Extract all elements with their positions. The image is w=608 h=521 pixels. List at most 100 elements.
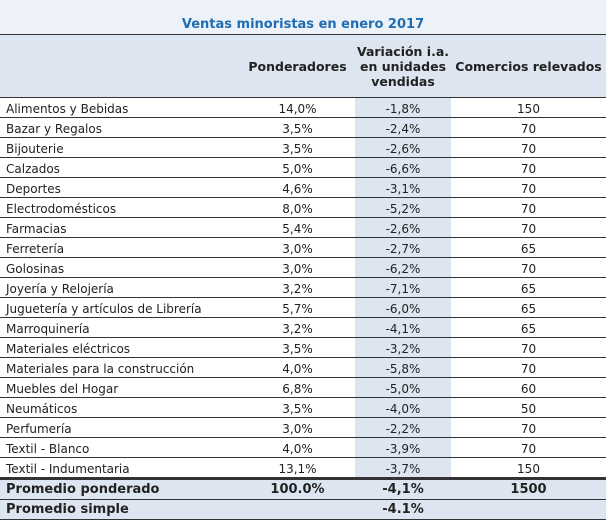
weight-cell: 4,6% bbox=[282, 182, 313, 196]
stores-cell: 60 bbox=[520, 382, 537, 396]
simple-average-weight bbox=[240, 500, 355, 519]
variation-cell: -4,0% bbox=[355, 398, 451, 417]
table-row: Alimentos y Bebidas 14,0% -1,8% 150 bbox=[0, 98, 606, 118]
weight-cell: 4,0% bbox=[282, 362, 313, 376]
weight-cell: 3,2% bbox=[282, 282, 313, 296]
table-row: Farmacias 5,4% -2,6% 70 bbox=[0, 218, 606, 238]
weight-cell: 3,2% bbox=[282, 322, 313, 336]
stores-cell: 150 bbox=[517, 102, 540, 116]
category-cell: Joyería y Relojería bbox=[6, 282, 114, 296]
category-cell: Textil - Blanco bbox=[6, 442, 90, 456]
variation-cell: -3,1% bbox=[355, 178, 451, 197]
header-row: Ponderadores Variación i.a. en unidades … bbox=[0, 34, 606, 98]
stores-cell: 150 bbox=[517, 462, 540, 476]
variation-cell: -6,0% bbox=[355, 298, 451, 317]
category-cell: Golosinas bbox=[6, 262, 65, 276]
category-cell: Alimentos y Bebidas bbox=[6, 102, 129, 116]
variation-cell: -6,2% bbox=[355, 258, 451, 277]
table-row: Golosinas 3,0% -6,2% 70 bbox=[0, 258, 606, 278]
table-title: Ventas minoristas en enero 2017 bbox=[181, 17, 425, 32]
category-cell: Bijouterie bbox=[6, 142, 64, 156]
variation-cell: -4,1% bbox=[355, 318, 451, 337]
table-row: Joyería y Relojería 3,2% -7,1% 65 bbox=[0, 278, 606, 298]
variation-cell: -2,7% bbox=[355, 238, 451, 257]
stores-cell: 70 bbox=[520, 222, 537, 236]
stores-cell: 70 bbox=[520, 362, 537, 376]
weight-cell: 5,0% bbox=[282, 162, 313, 176]
weight-cell: 14,0% bbox=[278, 102, 317, 116]
category-cell: Textil - Indumentaria bbox=[6, 462, 130, 476]
weight-cell: 3,0% bbox=[282, 262, 313, 276]
variation-cell: -6,6% bbox=[355, 158, 451, 177]
variation-cell: -1,8% bbox=[355, 98, 451, 117]
table-row: Bijouterie 3,5% -2,6% 70 bbox=[0, 138, 606, 158]
variation-cell: -2,6% bbox=[355, 138, 451, 157]
category-cell: Calzados bbox=[6, 162, 60, 176]
table-row: Muebles del Hogar 6,8% -5,0% 60 bbox=[0, 378, 606, 398]
stores-cell: 65 bbox=[520, 302, 537, 316]
weight-cell: 3,5% bbox=[282, 142, 313, 156]
header-variation: Variación i.a. en unidades vendidas bbox=[356, 43, 450, 89]
variation-cell: -2,4% bbox=[355, 118, 451, 137]
simple-average-row: Promedio simple -4.1% bbox=[0, 500, 606, 520]
category-cell: Perfumería bbox=[6, 422, 72, 436]
stores-cell: 50 bbox=[520, 402, 537, 416]
weight-cell: 3,0% bbox=[282, 242, 313, 256]
table-row: Textil - Blanco 4,0% -3,9% 70 bbox=[0, 438, 606, 458]
stores-cell: 70 bbox=[520, 442, 537, 456]
stores-cell: 70 bbox=[520, 422, 537, 436]
table-row: Textil - Indumentaria 13,1% -3,7% 150 bbox=[0, 458, 606, 478]
header-weights: Ponderadores bbox=[248, 58, 347, 74]
table-row: Calzados 5,0% -6,6% 70 bbox=[0, 158, 606, 178]
weight-cell: 4,0% bbox=[282, 442, 313, 456]
weight-cell: 3,5% bbox=[282, 402, 313, 416]
table-row: Materiales eléctricos 3,5% -3,2% 70 bbox=[0, 338, 606, 358]
weight-cell: 3,0% bbox=[282, 422, 313, 436]
weight-cell: 5,7% bbox=[282, 302, 313, 316]
category-cell: Ferretería bbox=[6, 242, 65, 256]
variation-cell: -5,2% bbox=[355, 198, 451, 217]
table-row: Electrodomésticos 8,0% -5,2% 70 bbox=[0, 198, 606, 218]
table-row: Ferretería 3,0% -2,7% 65 bbox=[0, 238, 606, 258]
table-row: Bazar y Regalos 3,5% -2,4% 70 bbox=[0, 118, 606, 138]
category-cell: Farmacias bbox=[6, 222, 67, 236]
category-cell: Neumáticos bbox=[6, 402, 78, 416]
category-cell: Electrodomésticos bbox=[6, 202, 117, 216]
category-cell: Bazar y Regalos bbox=[6, 122, 102, 136]
category-cell: Muebles del Hogar bbox=[6, 382, 119, 396]
table-row: Juguetería y artículos de Librería 5,7% -6… bbox=[0, 298, 606, 318]
weighted-average-row: Promedio ponderado 100.0% -4,1% 1500 bbox=[0, 478, 606, 500]
simple-average-variation: -4.1% bbox=[382, 502, 424, 517]
stores-cell: 65 bbox=[520, 322, 537, 336]
weight-cell: 8,0% bbox=[282, 202, 313, 216]
table-row: Marroquinería 3,2% -4,1% 65 bbox=[0, 318, 606, 338]
stores-cell: 65 bbox=[520, 242, 537, 256]
variation-cell: -3,9% bbox=[355, 438, 451, 457]
stores-cell: 70 bbox=[520, 262, 537, 276]
simple-average-stores bbox=[451, 500, 606, 519]
stores-cell: 70 bbox=[520, 142, 537, 156]
header-stores: Comercios relevados bbox=[455, 58, 602, 74]
variation-cell: -5,8% bbox=[355, 358, 451, 377]
stores-cell: 70 bbox=[520, 182, 537, 196]
weight-cell: 3,5% bbox=[282, 122, 313, 136]
variation-cell: -2,6% bbox=[355, 218, 451, 237]
category-cell: Materiales eléctricos bbox=[6, 342, 131, 356]
category-cell: Materiales para la construcción bbox=[6, 362, 195, 376]
variation-cell: -7,1% bbox=[355, 278, 451, 297]
table-row: Deportes 4,6% -3,1% 70 bbox=[0, 178, 606, 198]
variation-cell: -3,2% bbox=[355, 338, 451, 357]
variation-cell: -3,7% bbox=[355, 458, 451, 477]
category-cell: Deportes bbox=[6, 182, 61, 196]
variation-cell: -2,2% bbox=[355, 418, 451, 437]
weight-cell: 6,8% bbox=[282, 382, 313, 396]
table-row: Perfumería 3,0% -2,2% 70 bbox=[0, 418, 606, 438]
stores-cell: 70 bbox=[520, 342, 537, 356]
weighted-average-stores: 1500 bbox=[510, 482, 547, 497]
category-cell: Marroquinería bbox=[6, 322, 90, 336]
stores-cell: 70 bbox=[520, 162, 537, 176]
category-cell: Juguetería y artículos de Librería bbox=[6, 302, 202, 316]
weighted-average-weight: 100.0% bbox=[270, 482, 325, 497]
weighted-average-variation: -4,1% bbox=[382, 482, 424, 497]
